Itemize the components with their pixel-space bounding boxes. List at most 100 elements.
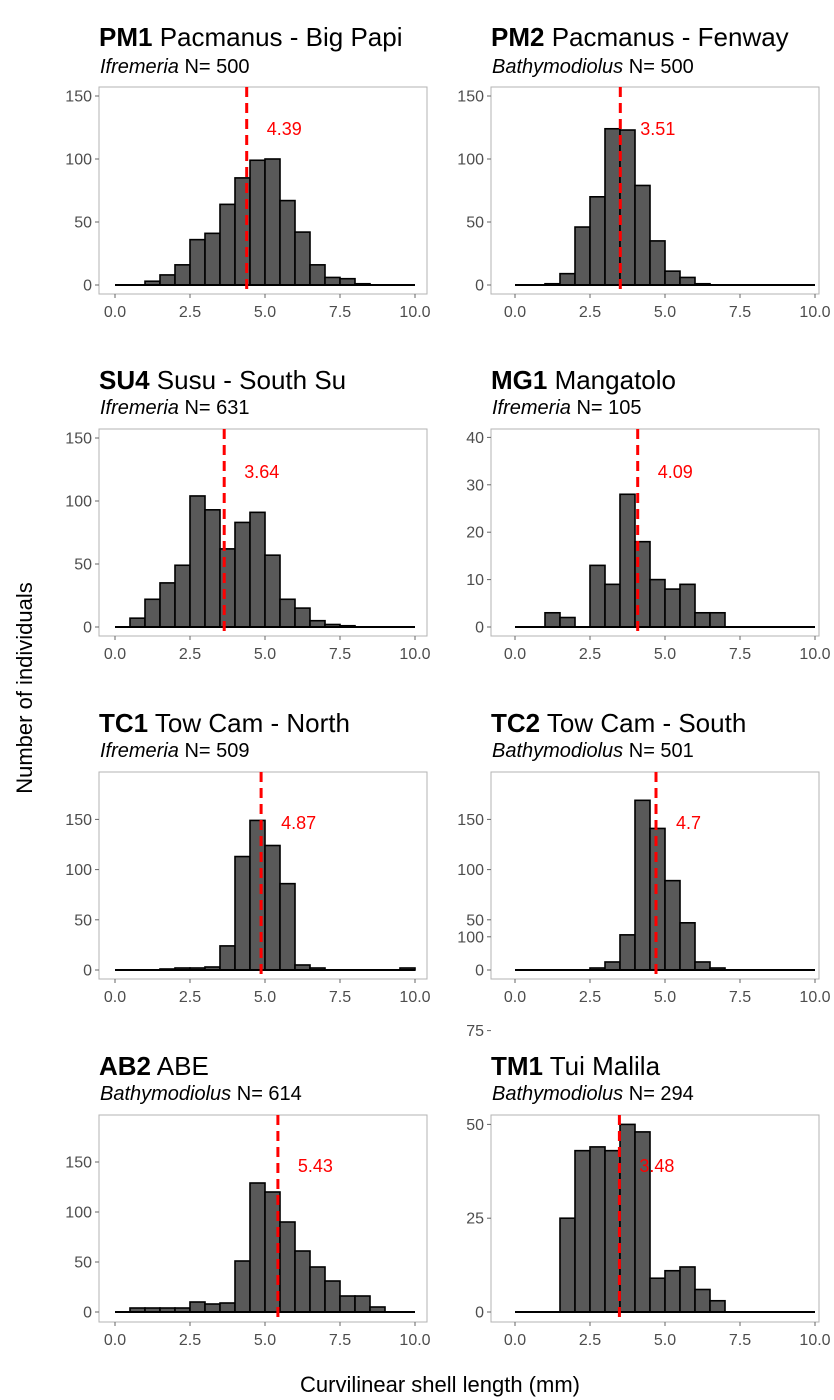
x-tick-label: 10.0 — [799, 646, 830, 663]
y-tick-label: 150 — [65, 1155, 92, 1172]
panel-title: SU4 Susu - South Su — [99, 365, 346, 395]
histogram-bar — [324, 276, 341, 286]
histogram-bar — [604, 583, 621, 628]
mean-label: 5.43 — [298, 1156, 333, 1176]
panel-title: PM1 Pacmanus - Big Papi — [99, 22, 402, 52]
histogram-bar — [709, 1299, 726, 1313]
y-tick-label: 150 — [65, 89, 92, 106]
x-tick-label: 5.0 — [254, 1332, 276, 1349]
histogram-bar — [264, 554, 281, 628]
x-tick-label: 7.5 — [729, 304, 751, 321]
histogram-bar — [249, 511, 266, 628]
y-tick-label: 20 — [466, 525, 484, 542]
x-tick-label: 5.0 — [654, 1332, 676, 1349]
histogram-bar — [649, 240, 666, 286]
panel-code: PM2 — [491, 22, 544, 52]
histogram-bar — [679, 276, 696, 286]
y-tick-label: 100 — [457, 862, 484, 879]
histogram-bar — [219, 548, 236, 628]
histogram-bar — [129, 617, 146, 628]
histogram-bar — [159, 274, 176, 286]
panel-species: Bathymodiolus — [492, 1083, 623, 1105]
histogram-bar — [249, 819, 266, 971]
y-tick-label: 0 — [83, 620, 92, 637]
histogram-bar — [294, 607, 311, 628]
histogram-bar — [234, 521, 251, 628]
panel-site: Pacmanus - Big Papi — [152, 22, 402, 52]
x-tick-label: 2.5 — [179, 304, 201, 321]
x-tick-label: 10.0 — [799, 989, 830, 1006]
histogram-bar — [309, 264, 326, 286]
x-tick-label: 2.5 — [179, 1332, 201, 1349]
panel-subtitle: Ifremeria N= 509 — [100, 740, 250, 762]
histogram-bar — [294, 231, 311, 286]
panel-n: N= 509 — [179, 740, 250, 762]
panel-species: Ifremeria — [100, 56, 179, 78]
histogram-bar — [694, 1288, 711, 1313]
panel-code: PM1 — [99, 22, 152, 52]
y-tick-label: 150 — [457, 89, 484, 106]
y-tick-label: 100 — [65, 494, 92, 511]
x-tick-label: 10.0 — [799, 304, 830, 321]
panel-code: SU4 — [99, 365, 150, 395]
y-tick-label: 50 — [466, 1117, 484, 1134]
histogram-bar — [664, 879, 681, 971]
mean-label: 4.7 — [676, 813, 701, 833]
histogram-bar — [279, 1221, 296, 1313]
histogram-bar — [589, 1146, 606, 1313]
y-axis-title: Number of individuals — [12, 582, 37, 794]
panel-title: TC1 Tow Cam - North — [99, 708, 350, 738]
panel-title: PM2 Pacmanus - Fenway — [491, 22, 789, 52]
x-tick-label: 0.0 — [504, 1332, 526, 1349]
x-tick-label: 2.5 — [179, 646, 201, 663]
histogram-bar — [679, 583, 696, 628]
y-tick-label: 30 — [466, 477, 484, 494]
panel-site: Tui Malila — [543, 1051, 661, 1081]
x-tick-label: 5.0 — [654, 304, 676, 321]
histogram-bar — [249, 159, 266, 286]
histogram-bar — [679, 922, 696, 971]
y-tick-label: 0 — [83, 1305, 92, 1322]
histogram-bar — [679, 1266, 696, 1313]
y-tick-label: 0 — [475, 1305, 484, 1322]
histogram-bar — [264, 844, 281, 971]
histogram-bar — [354, 1295, 371, 1313]
y-tick-label: 150 — [457, 812, 484, 829]
x-tick-label: 2.5 — [579, 1332, 601, 1349]
histogram-bar — [324, 1280, 341, 1313]
x-tick-label: 7.5 — [729, 989, 751, 1006]
histogram-bar — [619, 493, 636, 628]
panel-species: Bathymodiolus — [492, 740, 623, 762]
histogram-bar — [294, 1250, 311, 1313]
histogram-bar — [339, 1295, 356, 1313]
x-tick-label: 7.5 — [729, 1332, 751, 1349]
y-tick-label: 50 — [74, 215, 92, 232]
x-tick-label: 0.0 — [104, 989, 126, 1006]
panel-frame — [98, 1114, 428, 1323]
y-tick-label: 100 — [65, 862, 92, 879]
panel-subtitle: Bathymodiolus N= 501 — [492, 740, 694, 762]
histogram-bar — [604, 961, 621, 971]
panel-species: Ifremeria — [100, 740, 179, 762]
panel-frame — [490, 86, 820, 295]
panel-code: TC2 — [491, 708, 540, 738]
panel-site: Pacmanus - Fenway — [544, 22, 788, 52]
panel-n: N= 105 — [571, 397, 642, 419]
panel-subtitle: Bathymodiolus N= 614 — [100, 1083, 302, 1105]
x-tick-label: 0.0 — [104, 646, 126, 663]
y-tick-label: 75 — [466, 1023, 484, 1040]
x-tick-label: 2.5 — [579, 304, 601, 321]
mean-label: 3.48 — [639, 1156, 674, 1176]
histogram-bar — [664, 270, 681, 286]
panel-n: N= 500 — [623, 56, 694, 78]
x-tick-label: 0.0 — [104, 1332, 126, 1349]
y-tick-label: 100 — [457, 152, 484, 169]
histogram-bar — [264, 158, 281, 286]
panel-site: Tow Cam - North — [148, 708, 350, 738]
histogram-bar — [174, 264, 191, 286]
y-tick-label: 0 — [83, 963, 92, 980]
histogram-bar — [234, 1260, 251, 1313]
x-tick-label: 7.5 — [329, 304, 351, 321]
